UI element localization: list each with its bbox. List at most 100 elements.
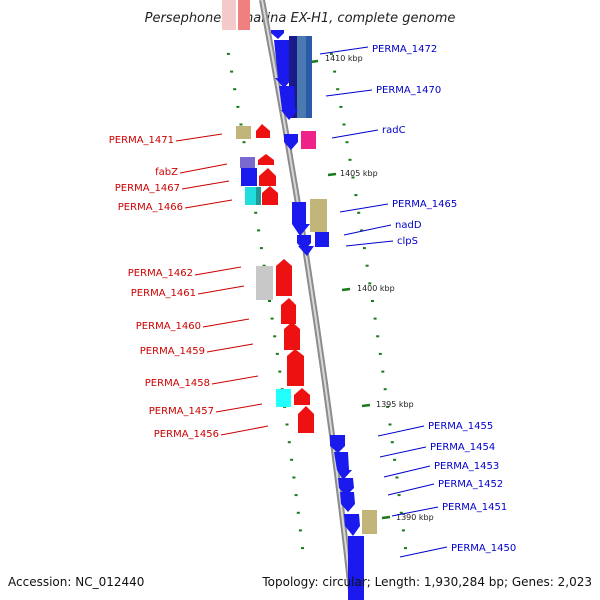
ruler-dot [399, 511, 403, 514]
svg-text:radC: radC [382, 125, 406, 136]
ruler-tick: 1390 kbp [381, 513, 434, 522]
svg-text:PERMA_1454: PERMA_1454 [430, 442, 495, 453]
svg-text:PERMA_1472: PERMA_1472 [372, 44, 437, 55]
ruler-dot [395, 476, 399, 479]
svg-text:PERMA_1452: PERMA_1452 [438, 479, 503, 490]
gene-label-clps[interactable]: clpS [345, 236, 418, 247]
gene-label-perma-1471[interactable]: PERMA_1471 [109, 133, 223, 146]
svg-text:PERMA_1471: PERMA_1471 [109, 135, 174, 146]
ruler-dot [301, 547, 304, 550]
ruler-dot [348, 158, 352, 161]
ruler-dot [339, 105, 343, 108]
svg-text:1410 kbp: 1410 kbp [325, 54, 363, 63]
svg-text:1390 kbp: 1390 kbp [396, 513, 434, 522]
svg-text:PERMA_1466: PERMA_1466 [118, 202, 183, 213]
gene-label-perma-1456[interactable]: PERMA_1456 [154, 425, 269, 440]
ruler-dot [397, 494, 401, 497]
gene-label-perma-1460[interactable]: PERMA_1460 [136, 318, 250, 332]
svg-text:PERMA_1462: PERMA_1462 [128, 268, 193, 279]
ruler-dot [386, 405, 390, 408]
ruler-dot [292, 476, 296, 479]
backbone [259, 0, 355, 600]
ruler-dot [368, 282, 372, 285]
gene-label-radc[interactable]: radC [331, 125, 406, 139]
ruler-tick: 1400 kbp [341, 284, 395, 293]
gene-label-perma-1455[interactable]: PERMA_1455 [377, 421, 493, 437]
gene-label-perma-1454[interactable]: PERMA_1454 [379, 442, 495, 458]
gene-label-perma-1450[interactable]: PERMA_1450 [399, 543, 516, 558]
svg-text:nadD: nadD [395, 220, 422, 231]
gene-label-perma-1452[interactable]: PERMA_1452 [387, 479, 503, 496]
gene-feature-top-remnant [222, 0, 236, 30]
svg-text:PERMA_1458: PERMA_1458 [145, 378, 210, 389]
gene-label-perma-1458[interactable]: PERMA_1458 [145, 375, 259, 389]
gene-label-nadd[interactable]: nadD [343, 220, 422, 236]
svg-text:PERMA_1457: PERMA_1457 [149, 406, 214, 417]
ruler-tick: 1405 kbp [327, 169, 378, 178]
ruler-dot [401, 529, 405, 532]
ruler-dot [275, 352, 279, 355]
ruler-tick: 1410 kbp [309, 54, 363, 64]
gene-label-perma-1453[interactable]: PERMA_1453 [383, 461, 499, 478]
ruler-dot [404, 547, 407, 550]
gene-label-perma-1451[interactable]: PERMA_1451 [391, 502, 507, 517]
ruler-dot [342, 123, 346, 126]
ruler-dot [390, 441, 394, 444]
svg-text:PERMA_1461: PERMA_1461 [131, 288, 196, 299]
gene-label-perma-1466[interactable]: PERMA_1466 [118, 199, 233, 213]
gene-label-perma-1459[interactable]: PERMA_1459 [140, 343, 254, 357]
svg-text:PERMA_1460: PERMA_1460 [136, 321, 201, 332]
gene-label-fabz[interactable]: fabZ [155, 163, 228, 178]
ruler-dot [254, 211, 258, 214]
ruler-dot [371, 300, 374, 302]
gene-label-perma-1461[interactable]: PERMA_1461 [131, 285, 245, 299]
ruler-dot [239, 123, 243, 126]
ruler-dot [351, 176, 355, 179]
ruler-dot [354, 194, 358, 197]
ruler-dot [278, 370, 282, 373]
ruler-dot [378, 352, 382, 355]
ruler-dot [287, 441, 291, 444]
ruler-dot [376, 335, 380, 338]
ruler-dot [268, 300, 271, 302]
svg-text:1400 kbp: 1400 kbp [357, 284, 395, 293]
ruler-dot [236, 105, 240, 108]
svg-text:PERMA_1455: PERMA_1455 [428, 421, 493, 432]
ruler-dot [373, 317, 377, 320]
forward-gene-features [271, 30, 377, 600]
ruler-dot [365, 264, 369, 267]
ruler-dot [362, 247, 366, 250]
reverse-gene-features [236, 124, 314, 433]
ruler-dot [270, 317, 274, 320]
gene-label-perma-1467[interactable]: PERMA_1467 [115, 180, 230, 194]
ruler-dot [333, 70, 337, 73]
ruler-dot [383, 388, 387, 391]
svg-text:PERMA_1456: PERMA_1456 [154, 429, 219, 440]
ruler-dot [360, 229, 364, 232]
ruler-dot [357, 211, 361, 214]
ruler-dot [298, 529, 302, 532]
ruler-dot [285, 423, 289, 426]
gene-label-perma-1470[interactable]: PERMA_1470 [325, 85, 441, 97]
gene-label-perma-1457[interactable]: PERMA_1457 [149, 403, 263, 417]
accession-label: Accession: NC_012440 [8, 575, 144, 589]
svg-text:PERMA_1453: PERMA_1453 [434, 461, 499, 472]
ruler-dot [345, 141, 349, 144]
svg-text:PERMA_1459: PERMA_1459 [140, 346, 205, 357]
ruler-dot [329, 52, 333, 55]
svg-text:PERMA_1467: PERMA_1467 [115, 183, 180, 194]
ruler-dot [257, 229, 261, 232]
gene-label-perma-1465[interactable]: PERMA_1465 [339, 199, 457, 213]
ruler-dot [259, 247, 263, 250]
ruler-dot [336, 88, 340, 91]
gene-label-perma-1472[interactable]: PERMA_1472 [319, 44, 437, 55]
gene-label-perma-1462[interactable]: PERMA_1462 [128, 266, 242, 279]
svg-text:fabZ: fabZ [155, 167, 178, 178]
ruler-dot [273, 335, 277, 338]
ruler-dot [242, 141, 246, 144]
svg-text:PERMA_1465: PERMA_1465 [392, 199, 457, 210]
svg-text:1405 kbp: 1405 kbp [340, 169, 378, 178]
ruler-dot [381, 370, 385, 373]
genome-summary-label: Topology: circular; Length: 1,930,284 bp… [261, 575, 592, 589]
